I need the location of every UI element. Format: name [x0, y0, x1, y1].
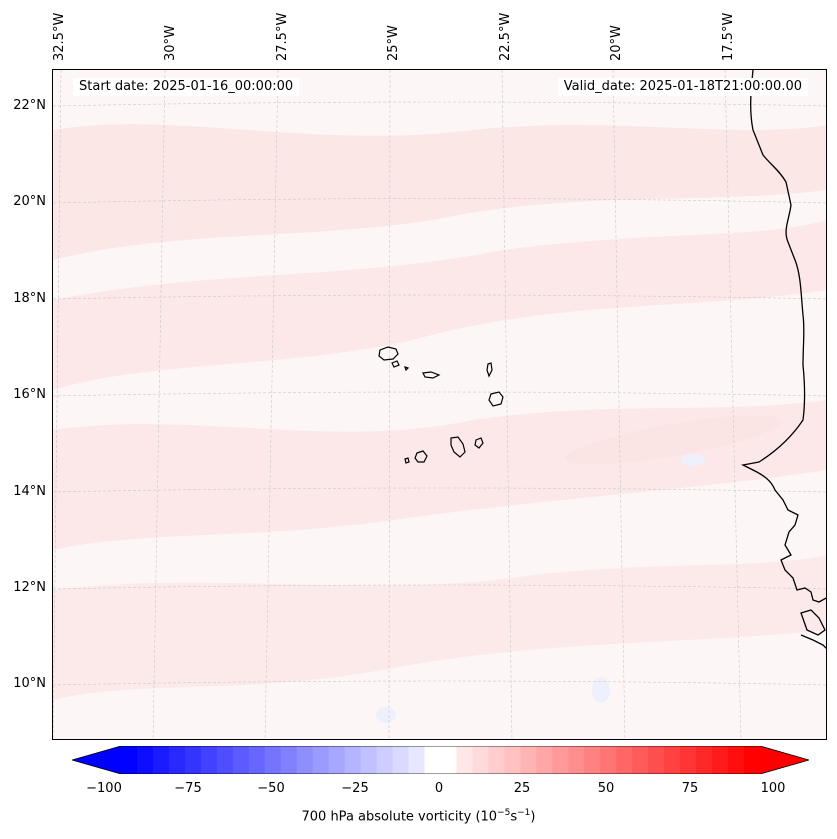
- island-santiago: [450, 436, 466, 458]
- colorbar-cell: [280, 746, 298, 774]
- colorbar-low-extension: [72, 746, 121, 774]
- colorbar-tick-75: 75: [681, 781, 699, 796]
- lon-label-25w: 25°W: [386, 25, 401, 61]
- colorbar-cell: [200, 746, 218, 774]
- lon-label-22-5w: 22.5°W: [498, 12, 513, 61]
- colorbar-cell: [600, 746, 617, 774]
- graticule: [53, 70, 826, 739]
- lon-label-27-5w: 27.5°W: [275, 12, 290, 61]
- colorbar-tick-m50: −50: [257, 781, 285, 796]
- colorbar-cell: [744, 746, 761, 774]
- vorticity-band-upper: [53, 124, 826, 260]
- colorbar-cell: [344, 746, 362, 774]
- colorbar-cell: [728, 746, 745, 774]
- island-brava: [404, 457, 410, 464]
- lat-label-22n: 22°N: [13, 98, 46, 113]
- colorbar-cell: [184, 746, 202, 774]
- cape-verde-islands: [378, 346, 504, 464]
- colorbar-cell: [648, 746, 665, 774]
- colorbar-cells: [121, 746, 761, 774]
- vorticity-map: [53, 70, 826, 739]
- negative-vorticity-patch-1: [592, 677, 610, 703]
- vorticity-patch-east: [564, 415, 782, 465]
- africa-coastline-south: [800, 634, 826, 649]
- colorbar-cell: [152, 746, 170, 774]
- colorbar-cell: [168, 746, 186, 774]
- start-date-label: Start date: 2025-01-16_00:00:00: [73, 78, 300, 96]
- lon-label-32-5w: 32.5°W: [52, 12, 67, 61]
- island-fogo: [414, 450, 428, 463]
- colorbar-label: 700 hPa absolute vorticity (10−5s−1): [301, 808, 536, 825]
- colorbar-cell: [504, 746, 521, 774]
- island-sao-vicente: [391, 360, 400, 368]
- colorbar-cell: [616, 746, 633, 774]
- negative-vorticity-patch-2: [376, 707, 396, 723]
- colorbar-cell: [136, 746, 154, 774]
- colorbar-cell: [248, 746, 266, 774]
- colorbar-cell: [584, 746, 601, 774]
- colorbar-cell: [232, 746, 250, 774]
- colorbar-cell: [520, 746, 537, 774]
- colorbar-cell: [472, 746, 490, 774]
- colorbar-tick-m100: −100: [86, 781, 122, 796]
- lon-label-20w: 20°W: [609, 25, 624, 61]
- island-sao-nicolau: [422, 371, 441, 379]
- colorbar-cell: [216, 746, 234, 774]
- vorticity-band-south: [53, 555, 826, 700]
- colorbar-cell: [568, 746, 585, 774]
- lat-label-14n: 14°N: [13, 484, 46, 499]
- colorbar-cell: [408, 746, 426, 774]
- colorbar-cell: [424, 746, 442, 774]
- africa-coastline-bijagos: [800, 609, 826, 636]
- lat-label-16n: 16°N: [13, 387, 46, 402]
- colorbar-cell: [392, 746, 410, 774]
- lon-label-30w: 30°W: [163, 25, 178, 61]
- island-maio: [474, 437, 484, 449]
- colorbar-tick-50: 50: [597, 781, 615, 796]
- colorbar-cell: [696, 746, 713, 774]
- africa-coastline-north: [740, 70, 826, 603]
- lat-label-18n: 18°N: [13, 291, 46, 306]
- island-santo-antao: [378, 346, 399, 361]
- colorbar-cell: [712, 746, 729, 774]
- colorbar-cell: [121, 746, 138, 774]
- colorbar-cell: [632, 746, 649, 774]
- colorbar-tick-25: 25: [513, 781, 531, 796]
- valid-date-label: Valid_date: 2025-01-18T21:00:00.00: [557, 78, 808, 96]
- colorbar-cell: [376, 746, 394, 774]
- colorbar-cell: [296, 746, 314, 774]
- colorbar-tick-100: 100: [760, 781, 786, 796]
- colorbar-cell: [680, 746, 697, 774]
- colorbar-tick-m75: −75: [174, 781, 202, 796]
- lat-label-10n: 10°N: [13, 676, 46, 691]
- island-sal: [486, 362, 493, 378]
- coastline: [740, 70, 826, 649]
- vorticity-band-mid: [53, 220, 826, 390]
- colorbar: [72, 746, 809, 774]
- lat-label-20n: 20°N: [13, 194, 46, 209]
- colorbar-cell: [488, 746, 505, 774]
- colorbar-cell: [328, 746, 346, 774]
- colorbar-cell: [456, 746, 474, 774]
- vorticity-shading: [53, 124, 826, 723]
- island-boa-vista: [488, 391, 504, 407]
- lat-label-12n: 12°N: [13, 580, 46, 595]
- colorbar-cell: [536, 746, 553, 774]
- colorbar-cell: [360, 746, 378, 774]
- colorbar-high-extension: [760, 746, 809, 774]
- colorbar-cell: [312, 746, 330, 774]
- colorbar-cell: [264, 746, 282, 774]
- negative-vorticity-patch-3: [681, 454, 705, 466]
- lon-label-17-5w: 17.5°W: [721, 12, 736, 61]
- colorbar-cell: [552, 746, 569, 774]
- colorbar-tick-m25: −25: [341, 781, 369, 796]
- colorbar-cell: [440, 746, 458, 774]
- colorbar-tick-0: 0: [434, 781, 444, 796]
- map-panel[interactable]: Start date: 2025-01-16_00:00:00 Valid_da…: [52, 69, 827, 740]
- colorbar-cell: [664, 746, 681, 774]
- island-santa-luzia: [404, 366, 410, 372]
